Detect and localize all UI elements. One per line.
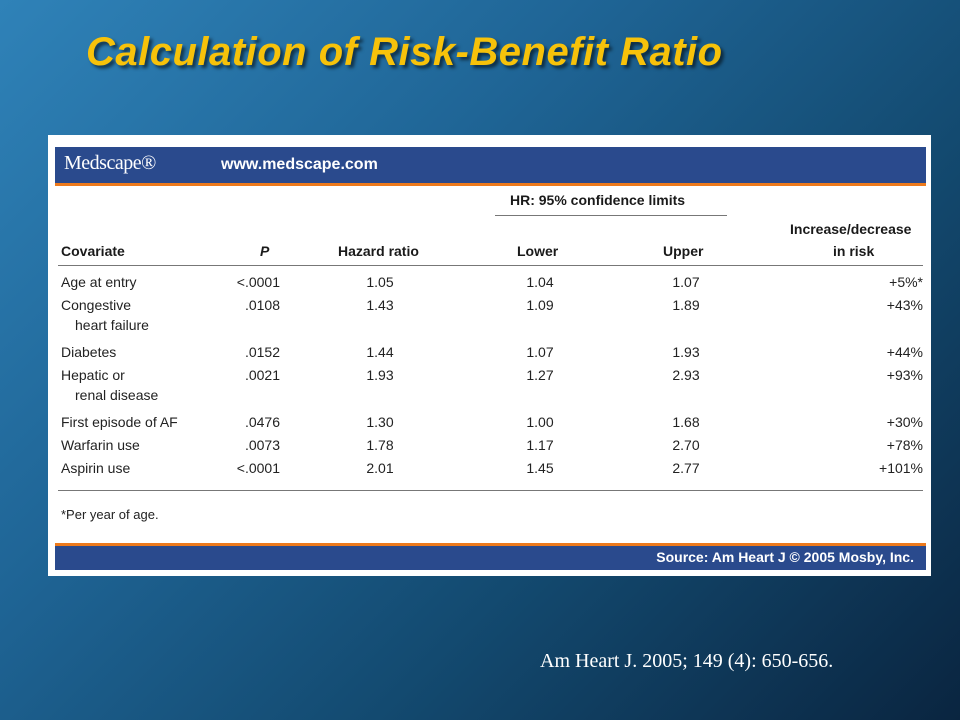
cell-hazard-ratio: 1.78 <box>366 437 394 453</box>
col-upper: Upper <box>663 243 704 259</box>
source-credit: Source: Am Heart J © 2005 Mosby, Inc. <box>656 549 914 565</box>
cell-lower: 1.00 <box>526 414 554 430</box>
cell-covariate: Age at entry <box>61 274 137 290</box>
cell-change: +5%* <box>889 274 923 290</box>
cell-lower: 1.04 <box>526 274 554 290</box>
cell-change: +101% <box>879 460 923 476</box>
cell-change: +78% <box>886 437 923 453</box>
cell-hazard-ratio: 1.93 <box>366 367 394 383</box>
cell-hazard-ratio: 1.30 <box>366 414 394 430</box>
cell-p: .0476 <box>244 414 280 430</box>
cell-hazard-ratio: 1.05 <box>366 274 394 290</box>
table-figure: Medscape® www.medscape.com HR: 95% confi… <box>48 135 931 576</box>
cell-change: +93% <box>886 367 923 383</box>
cell-covariate-continued: heart failure <box>75 317 149 333</box>
col-lower: Lower <box>517 243 559 259</box>
col-increase-line2: in risk <box>833 243 875 259</box>
cell-covariate: Hepatic or <box>61 367 125 383</box>
cell-hazard-ratio: 1.43 <box>366 297 394 313</box>
header-rule <box>58 265 923 266</box>
cell-covariate: Diabetes <box>61 344 117 360</box>
cell-upper: 1.07 <box>672 274 700 290</box>
cell-lower: 1.27 <box>526 367 554 383</box>
col-hazard-ratio: Hazard ratio <box>338 243 419 259</box>
cell-p: .0108 <box>244 297 280 313</box>
cell-upper: 2.93 <box>672 367 700 383</box>
cell-p: .0073 <box>244 437 280 453</box>
cell-upper: 1.93 <box>672 344 700 360</box>
col-covariate: Covariate <box>61 243 125 259</box>
col-increase-line1: Increase/decrease <box>790 221 912 237</box>
cell-upper: 2.70 <box>672 437 700 453</box>
cell-p: .0021 <box>244 367 280 383</box>
cell-covariate: Aspirin use <box>61 460 131 476</box>
cell-covariate-continued: renal disease <box>75 387 159 403</box>
cell-upper: 2.77 <box>672 460 700 476</box>
footnote: *Per year of age. <box>61 507 159 522</box>
cell-covariate: First episode of AF <box>61 414 178 430</box>
group-header: HR: 95% confidence limits <box>510 192 686 208</box>
col-p: P <box>260 243 270 259</box>
slide-title: Calculation of Risk-Benefit Ratio <box>86 30 723 74</box>
cell-covariate: Congestive <box>61 297 132 313</box>
source-bar: Source: Am Heart J © 2005 Mosby, Inc. <box>55 543 926 570</box>
medscape-logo: Medscape® <box>64 152 156 174</box>
cell-upper: 1.68 <box>672 414 700 430</box>
group-header-rule <box>495 215 727 216</box>
cell-p: .0152 <box>244 344 280 360</box>
cell-change: +30% <box>886 414 923 430</box>
cell-upper: 1.89 <box>672 297 700 313</box>
cell-covariate: Warfarin use <box>61 437 140 453</box>
cell-hazard-ratio: 1.44 <box>366 344 394 360</box>
citation: Am Heart J. 2005; 149 (4): 650-656. <box>540 650 834 672</box>
site-url: www.medscape.com <box>221 156 378 173</box>
cell-lower: 1.09 <box>526 297 554 313</box>
cell-lower: 1.45 <box>526 460 554 476</box>
cell-lower: 1.07 <box>526 344 554 360</box>
risk-table: HR: 95% confidence limits Covariate P Ha… <box>55 186 926 541</box>
cell-p: <.0001 <box>236 460 280 476</box>
cell-lower: 1.17 <box>526 437 554 453</box>
cell-change: +43% <box>886 297 923 313</box>
cell-change: +44% <box>886 344 923 360</box>
medscape-header-bar: Medscape® www.medscape.com <box>55 147 926 186</box>
cell-hazard-ratio: 2.01 <box>366 460 394 476</box>
bottom-rule <box>58 490 923 491</box>
cell-p: <.0001 <box>236 274 280 290</box>
